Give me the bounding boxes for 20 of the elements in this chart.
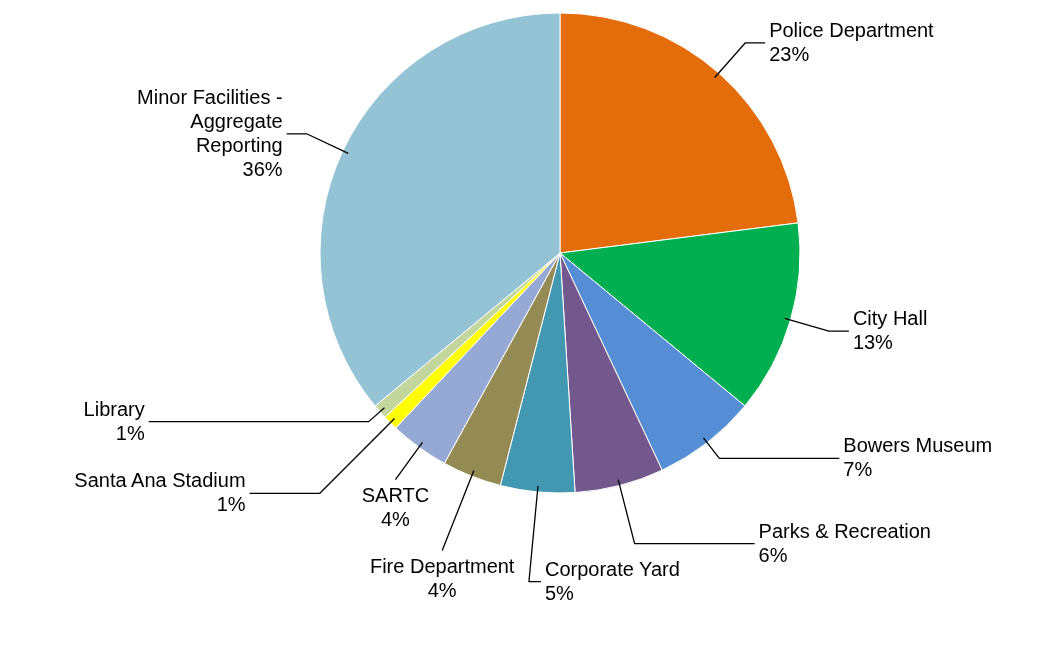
data-label: 4% xyxy=(380,507,411,530)
data-label: 5% xyxy=(544,581,575,604)
slice-label: City Hall xyxy=(852,307,928,330)
slice-label: Library xyxy=(83,397,145,420)
slice-label: Minor Facilities - Aggregate Reporting xyxy=(137,85,283,156)
data-label: 4% xyxy=(427,578,457,601)
data-label: 6% xyxy=(758,543,788,566)
data-label: 1% xyxy=(115,421,145,444)
slice-label: Police Department xyxy=(769,18,935,41)
slice-label: Fire Department xyxy=(369,554,515,577)
slice-label: Santa Ana Stadium xyxy=(74,469,246,492)
slice-label: Corporate Yard xyxy=(544,557,680,580)
data-label: 13% xyxy=(852,331,894,354)
data-label: 1% xyxy=(216,493,246,516)
slice-label: SARTC xyxy=(361,483,430,506)
data-label: 23% xyxy=(769,42,810,65)
slice-label: Bowers Museum xyxy=(843,434,993,457)
slice-label: Parks & Recreation xyxy=(758,519,931,542)
data-label: 36% xyxy=(242,157,283,180)
data-label: 7% xyxy=(843,458,873,481)
